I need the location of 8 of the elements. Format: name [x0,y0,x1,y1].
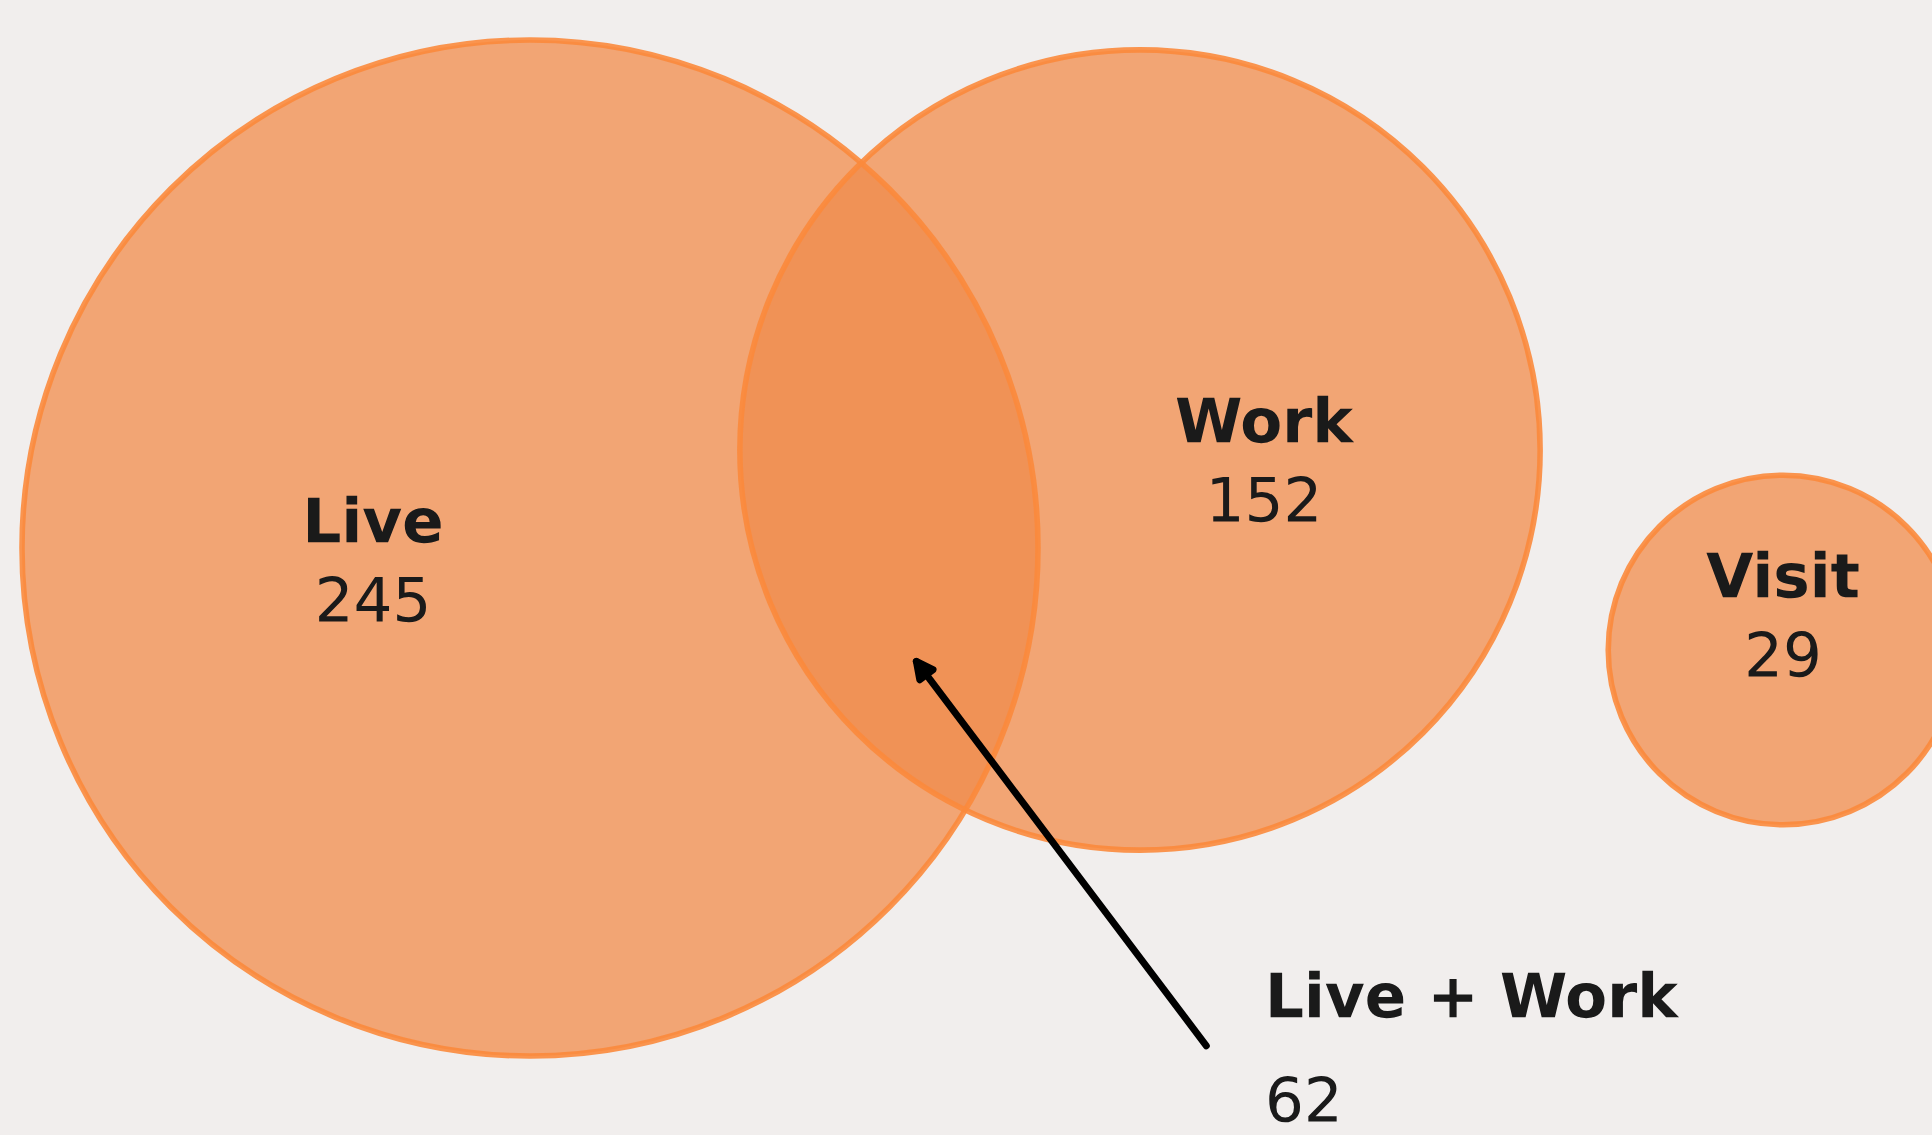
category-label: Work [1176,395,1355,444]
category-label: Live + Work [1270,970,1680,1019]
data-label: 29 [1748,631,1818,678]
data-label: 152 [1212,476,1317,523]
data-label: 62 [1269,1076,1337,1123]
data-label: 245 [319,576,426,623]
category-label: Visit [1706,550,1859,599]
category-label: Live [308,495,441,544]
